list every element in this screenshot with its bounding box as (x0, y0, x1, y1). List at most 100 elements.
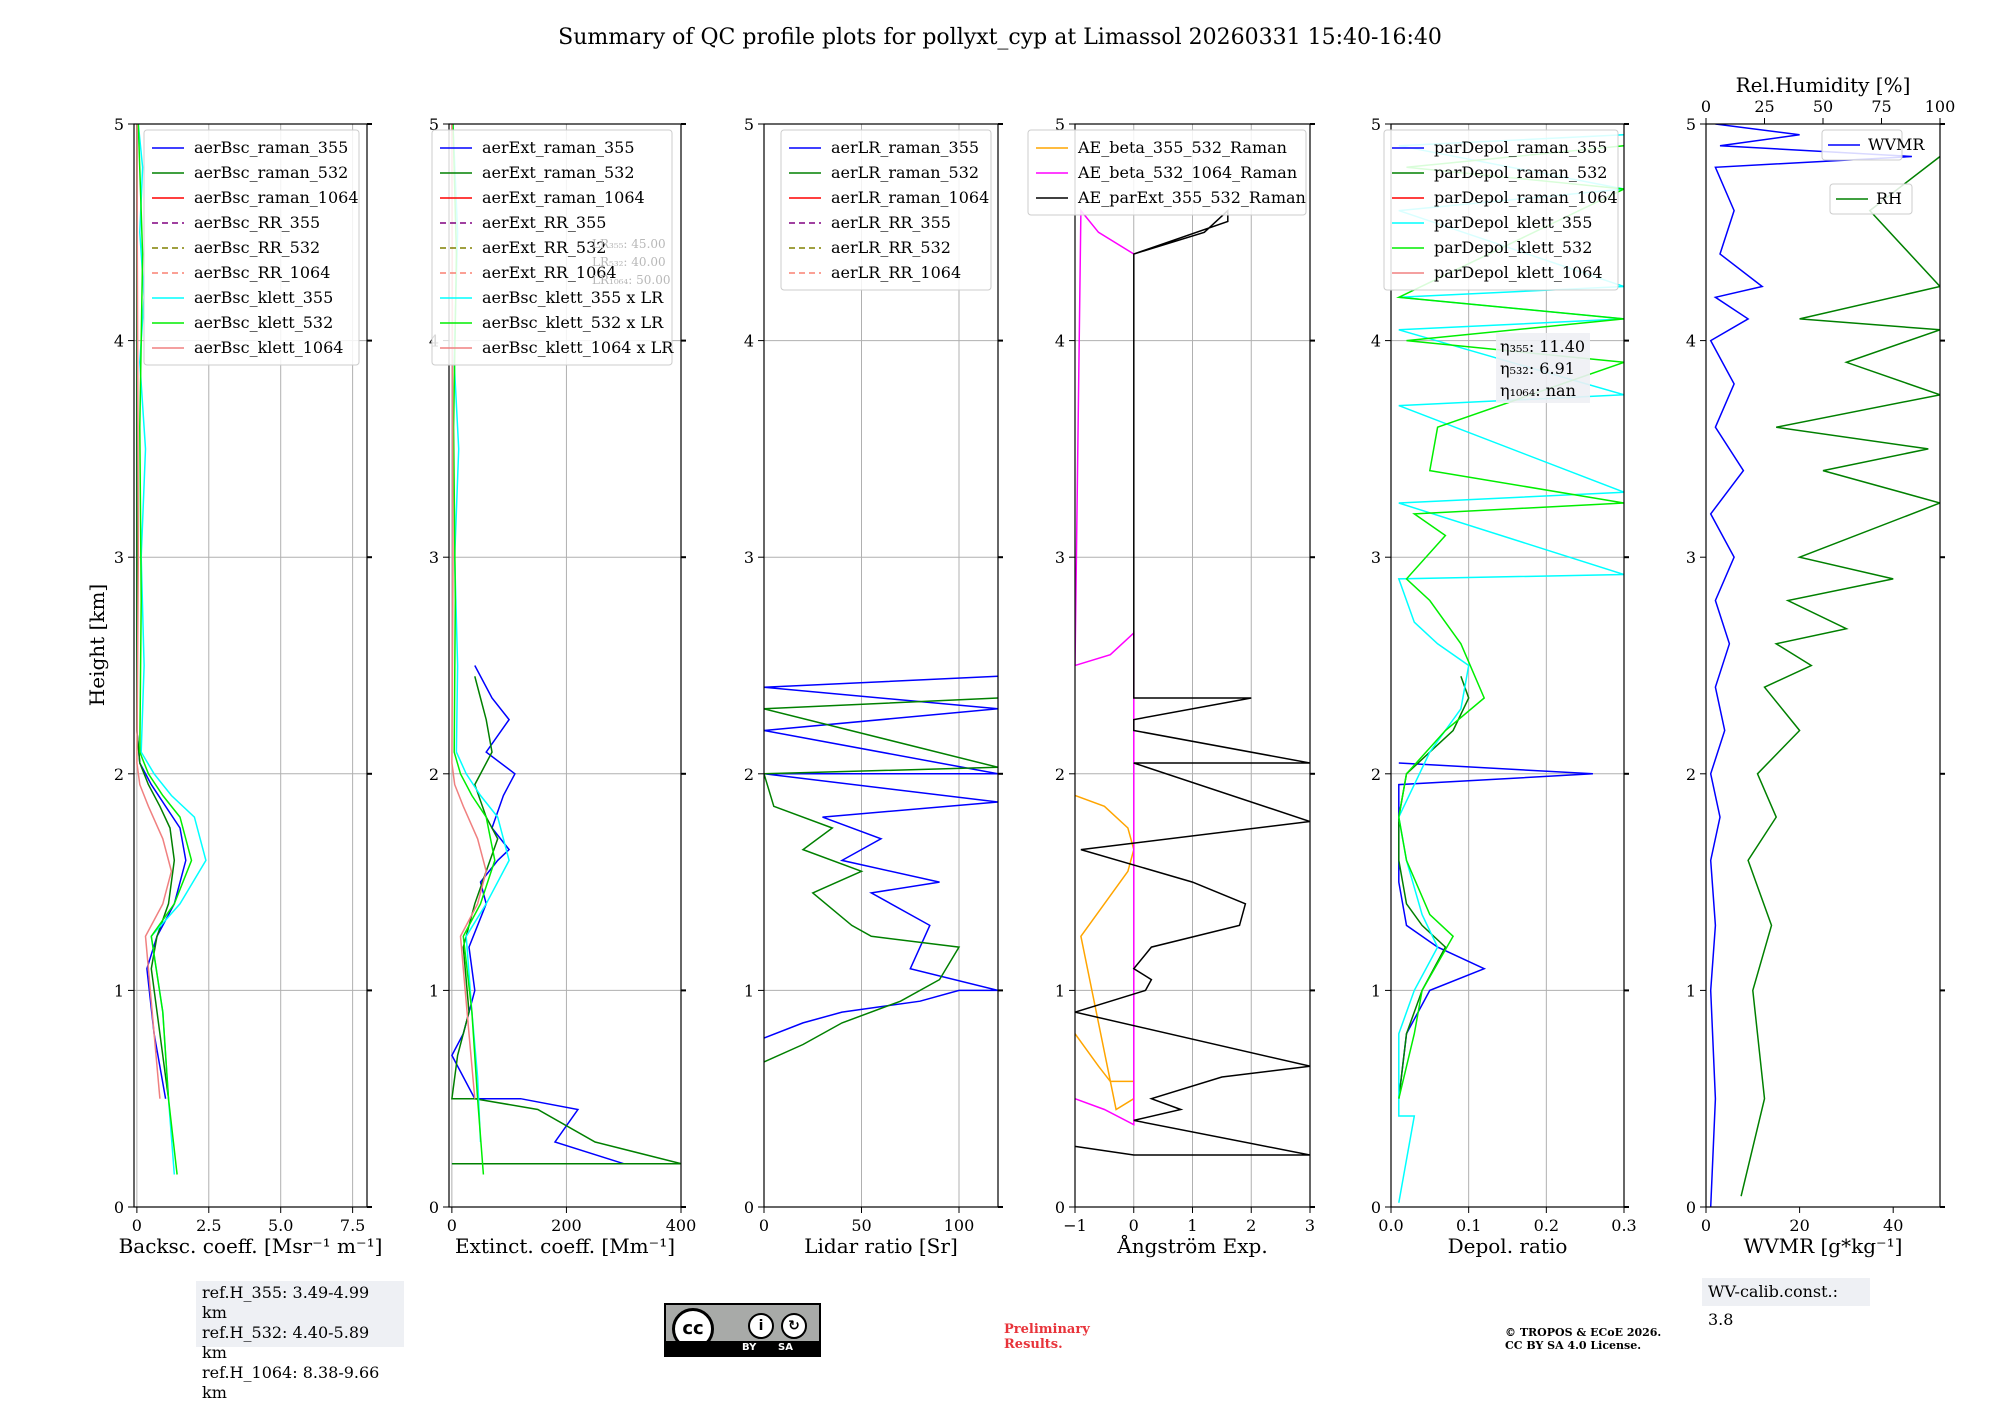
y-tick-label: 1 (1686, 981, 1696, 1000)
legend-label: WVMR (1868, 135, 1925, 154)
y-tick-label: 3 (429, 548, 439, 567)
axes-frame (133, 123, 368, 1208)
eta-box (1496, 333, 1590, 403)
x-axis-label: WVMR [g*kg⁻¹] (1744, 1234, 1903, 1258)
x-axis-label: Backsc. coeff. [Msr⁻¹ m⁻¹] (119, 1234, 383, 1258)
top-x-tick-label: 50 (1813, 97, 1833, 116)
series-line-aerBsc_klett_532 x LR (452, 124, 496, 1175)
copyright-line-1: © TROPOS & ECoE 2026. (1505, 1326, 1662, 1339)
legend-label: aerBsc_RR_1064 (194, 263, 330, 282)
y-tick-label: 4 (1055, 332, 1065, 351)
x-tick-label: −1 (1063, 1216, 1087, 1235)
copyright-line-2: CC BY SA 4.0 License. (1505, 1339, 1642, 1352)
legend-label: aerExt_RR_1064 (482, 263, 617, 282)
x-tick-label: 2.5 (196, 1216, 221, 1235)
legend-label: AE_beta_355_532_Raman (1077, 138, 1287, 157)
legend-label: parDepol_raman_532 (1434, 163, 1607, 182)
ref-height-355: ref.H_355: 3.49-4.99 km (202, 1283, 370, 1322)
eta-label: η₃₅₅: 11.40 (1500, 337, 1585, 356)
top-x-tick-label: 25 (1754, 97, 1774, 116)
legend-label: aerExt_RR_532 (482, 238, 606, 257)
y-tick-label: 2 (1371, 765, 1381, 784)
series-line-AE_beta_355_532_Raman (1075, 794, 1135, 1111)
y-tick-label: 1 (1055, 981, 1065, 1000)
x-axis-label: Ångström Exp. (1116, 1233, 1267, 1258)
y-tick-label: 4 (114, 332, 124, 351)
legend-label: aerLR_RR_1064 (831, 263, 961, 282)
x-tick-label: 0.2 (1534, 1216, 1559, 1235)
y-tick-label: 2 (744, 765, 754, 784)
series-line-parDepol_klett_532 (1396, 144, 1624, 1099)
lidar-ratio-label: LR₃₅₅: 45.00 (592, 237, 666, 251)
legend-label: aerLR_raman_355 (831, 138, 979, 157)
x-axis-label: Extinct. coeff. [Mm⁻¹] (455, 1234, 675, 1258)
x-tick-label: 100 (944, 1216, 975, 1235)
y-tick-label: 0 (1371, 1198, 1381, 1217)
y-tick-label: 2 (114, 765, 124, 784)
y-tick-label: 3 (114, 548, 124, 567)
x-tick-label: 0 (1701, 1216, 1711, 1235)
wv-calibration-box: WV-calib.const.: 3.8 (1702, 1278, 1870, 1329)
cc-sa-label: SA (778, 1342, 793, 1353)
x-tick-label: 7.5 (340, 1216, 365, 1235)
ref-height-532: ref.H_532: 4.40-5.89 km (202, 1323, 370, 1362)
plot-panels: 0 2.5 5.0 7.5 0 1 2 3 4 5 Backsc. coeff. [Msr⁻¹ m⁻… (114, 73, 1955, 1258)
eta-label: η₁₀₆₄: nan (1500, 381, 1576, 400)
legend-label: aerExt_RR_355 (482, 213, 606, 232)
legend-label: aerBsc_raman_1064 (194, 188, 359, 207)
legend-label: aerExt_raman_532 (482, 163, 635, 182)
axes-frame (763, 123, 999, 1208)
x-tick-label: 0 (759, 1216, 769, 1235)
x-axis-label: Depol. ratio (1448, 1234, 1568, 1258)
x-tick-label: 1 (1187, 1216, 1197, 1235)
y-tick-label: 2 (429, 765, 439, 784)
legend-label: aerBsc_RR_355 (194, 213, 320, 232)
legend-label: aerLR_raman_1064 (831, 188, 989, 207)
legend-label: aerBsc_klett_1064 x LR (482, 338, 674, 357)
series-line-RH (1740, 155, 1940, 1197)
series-line-aerBsc_klett_1064 (136, 124, 173, 1099)
y-tick-label: 0 (429, 1198, 439, 1217)
y-tick-label: 4 (1686, 332, 1696, 351)
legend-label: aerBsc_raman_355 (194, 138, 348, 157)
x-tick-label: 40 (1883, 1216, 1903, 1235)
copyright-note: © TROPOS & ECoE 2026. CC BY SA 4.0 Licen… (1505, 1326, 1661, 1352)
x-tick-label: 400 (666, 1216, 697, 1235)
legend-label: aerBsc_klett_355 x LR (482, 288, 664, 307)
x-tick-label: 3 (1305, 1216, 1315, 1235)
figure-title: Summary of QC profile plots for pollyxt_… (558, 25, 1442, 50)
cc-by-label: BY (742, 1342, 757, 1353)
legend-label: aerBsc_klett_1064 (194, 338, 343, 357)
legend-label: parDepol_raman_355 (1434, 138, 1607, 157)
legend-box (1383, 129, 1619, 291)
legend-label: aerLR_RR_532 (831, 238, 951, 257)
qc-figure: Summary of QC profile plots for pollyxt_… (85, 25, 1955, 1258)
y-tick-label: 1 (429, 981, 439, 1000)
x-tick-label: 0 (132, 1216, 142, 1235)
series-line-parDepol_raman_532 (1398, 676, 1470, 1099)
y-tick-label: 4 (744, 332, 754, 351)
series-line-aerBsc_klett_532 (137, 124, 193, 1175)
y-tick-label: 3 (744, 548, 754, 567)
preliminary-line-2: Results. (1004, 1337, 1063, 1352)
x-tick-label: 0 (1129, 1216, 1139, 1235)
y-tick-label: 3 (1055, 548, 1065, 567)
legend-label: aerBsc_raman_532 (194, 163, 348, 182)
legend-label: aerBsc_klett_355 (194, 288, 333, 307)
legend-box (780, 129, 992, 291)
x-tick-label: 0.1 (1456, 1216, 1481, 1235)
legend-box (1829, 183, 1913, 215)
legend-label: AE_beta_532_1064_Raman (1077, 163, 1297, 182)
top-axis-label: Rel.Humidity [%] (1736, 73, 1911, 97)
y-tick-label: 5 (429, 115, 439, 134)
legend-label: aerBsc_klett_532 x LR (482, 313, 664, 332)
y-tick-label: 2 (1055, 765, 1065, 784)
axes-frame (448, 123, 682, 1208)
legend-label: aerLR_raman_532 (831, 163, 979, 182)
x-tick-label: 0.3 (1611, 1216, 1636, 1235)
y-tick-label: 5 (744, 115, 754, 134)
legend-label: parDepol_raman_1064 (1434, 188, 1618, 207)
legend-label: aerExt_raman_1064 (482, 188, 645, 207)
legend-box (1821, 129, 1903, 161)
x-axis-label: Lidar ratio [Sr] (804, 1234, 958, 1258)
